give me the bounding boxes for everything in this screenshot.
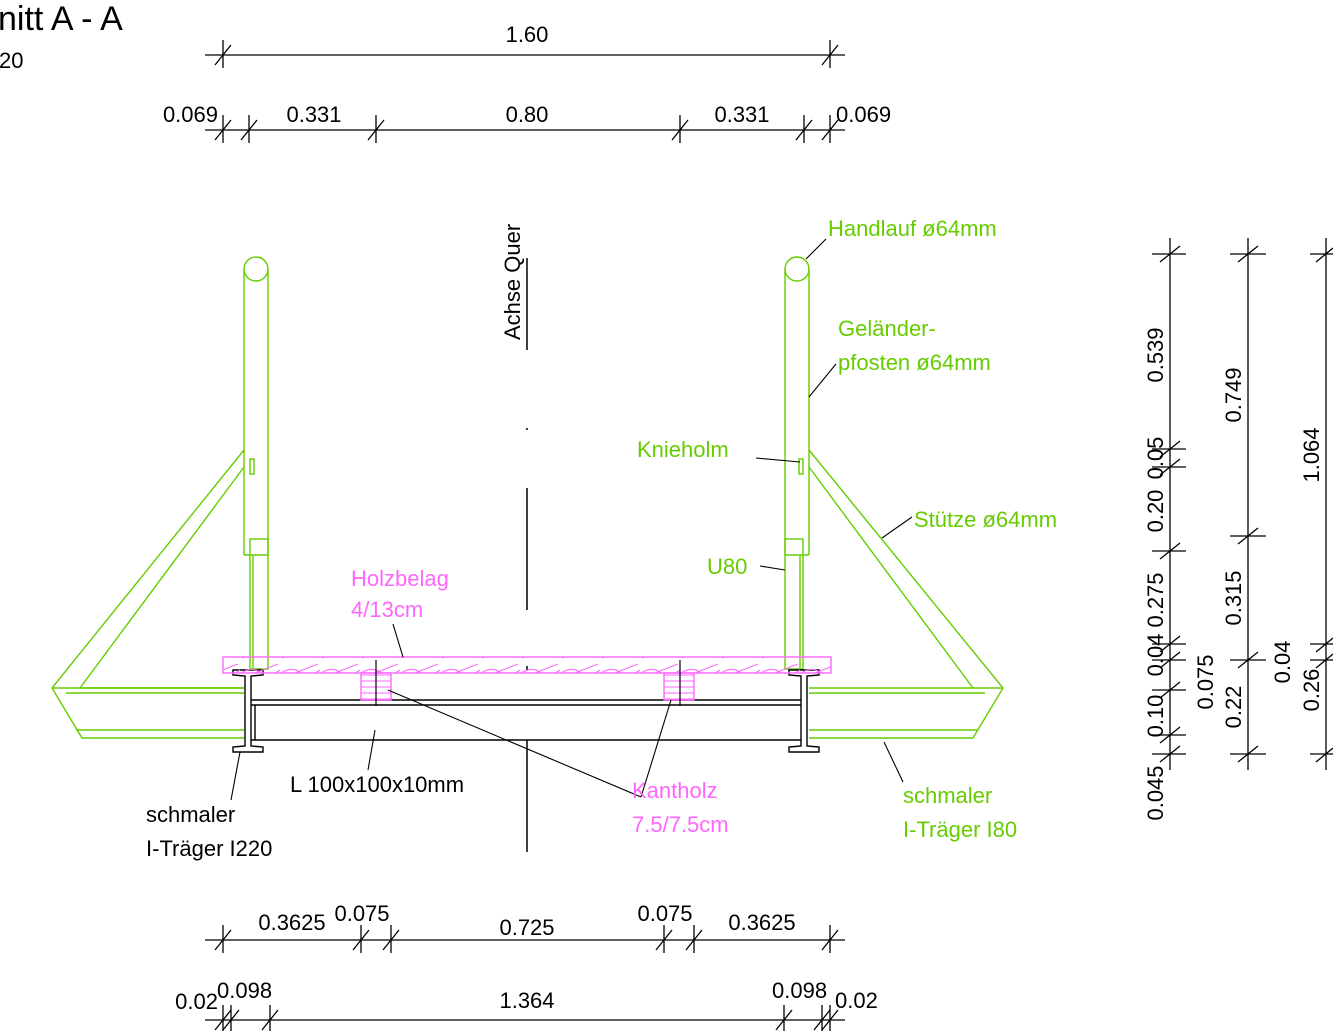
dim-bot1-seg-1: 0.3625	[258, 910, 325, 935]
dim-bot1-seg-3: 0.725	[499, 915, 554, 940]
left-strut-and-beam	[51, 449, 245, 739]
dim-bot2-seg-3: 1.364	[499, 988, 554, 1013]
dim-top-seg-5: 0.069	[836, 102, 891, 127]
dim-top-overall: 1.60	[506, 22, 549, 47]
dim-right2-2: 0.315	[1221, 570, 1246, 625]
dim-bot2-seg-5: 0.02	[835, 988, 878, 1013]
kantholz-bolts	[375, 660, 681, 706]
label-holzbelag-1: Holzbelag	[351, 566, 449, 591]
right-handrail	[784, 256, 810, 282]
dim-top-seg-1: 0.069	[163, 102, 218, 127]
dim-right1-4: 0.275	[1143, 572, 1168, 627]
right-i-beam	[788, 669, 820, 753]
label-angle: L 100x100x10mm	[290, 772, 464, 797]
label-i80-2: I-Träger I80	[903, 817, 1017, 842]
dim-right1-1: 0.539	[1143, 327, 1168, 382]
left-knieholm	[249, 458, 255, 475]
dim-right1-7: 0.045	[1143, 765, 1168, 820]
label-knieholm: Knieholm	[637, 437, 729, 462]
dim-bot1-seg-2: 0.075	[334, 901, 389, 926]
label-u80: U80	[707, 554, 747, 579]
holzbelag-decking	[222, 656, 832, 674]
dim-bot2-seg-1: 0.02	[175, 989, 218, 1014]
dim-bot1-seg-5: 0.3625	[728, 910, 795, 935]
dim-right3-2: 0.04	[1270, 641, 1295, 684]
dim-right2-1: 0.749	[1221, 367, 1246, 422]
dim-right2-3: 0.075	[1193, 654, 1218, 709]
dim-bot1-seg-4: 0.075	[637, 901, 692, 926]
label-pfosten-1: Geländer-	[838, 316, 936, 341]
label-kantholz-1: Kantholz	[632, 778, 718, 803]
dim-top-seg-2: 0.331	[286, 102, 341, 127]
dim-right1-6: 0.10	[1143, 695, 1168, 738]
bottom-dimensions	[205, 925, 845, 1031]
scale-fragment: 20	[0, 48, 23, 73]
dim-right2-4: 0.22	[1221, 686, 1246, 729]
dim-bot2-seg-2: 0.098	[217, 978, 272, 1003]
label-stuetze: Stütze ø64mm	[914, 507, 1057, 532]
label-i80-1: schmaler	[903, 783, 992, 808]
dim-right1-5: 0.04	[1143, 634, 1168, 677]
left-railing	[243, 256, 269, 670]
top-dimensions	[205, 40, 845, 143]
dim-top-seg-4: 0.331	[714, 102, 769, 127]
label-pfosten-2: pfosten ø64mm	[838, 350, 991, 375]
label-i220-1: schmaler	[146, 802, 235, 827]
cross-angle-l100	[251, 699, 801, 741]
right-dimensions	[1152, 238, 1333, 770]
dim-right1-3: 0.20	[1143, 490, 1168, 533]
right-railing	[784, 256, 810, 670]
left-i-beam	[232, 669, 264, 753]
right-knieholm	[798, 458, 804, 475]
dim-top-seg-3: 0.80	[506, 102, 549, 127]
axis-label: Achse Quer	[500, 224, 525, 340]
drawing-title: nitt A - A	[0, 0, 123, 38]
dim-right3-3: 0.26	[1299, 669, 1324, 712]
label-handlauf: Handlauf ø64mm	[828, 216, 997, 241]
dim-right3-1: 1.064	[1299, 427, 1324, 482]
label-holzbelag-2: 4/13cm	[351, 597, 423, 622]
leader-lines	[230, 238, 913, 801]
kantholz-right	[663, 672, 695, 701]
label-kantholz-2: 7.5/7.5cm	[632, 812, 729, 837]
dim-bot2-seg-4: 0.098	[772, 978, 827, 1003]
label-i220-2: I-Träger I220	[146, 836, 272, 861]
dim-right1-2: 0.05	[1143, 437, 1168, 480]
left-handrail	[243, 256, 269, 282]
right-strut-and-beam	[808, 449, 1004, 739]
